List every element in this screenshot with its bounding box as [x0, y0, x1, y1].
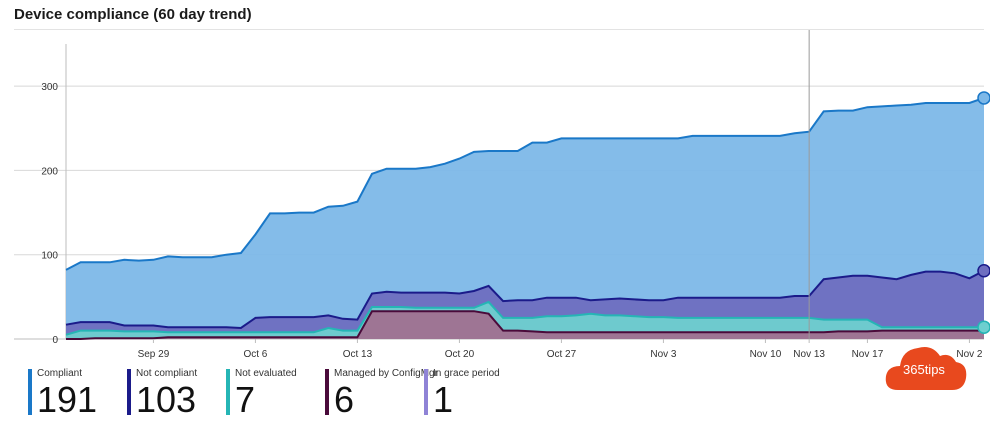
y-tick-label: 100	[41, 251, 58, 262]
legend-label: In grace period	[433, 368, 500, 379]
y-tick-label: 0	[52, 335, 58, 346]
series-line-compliant	[65, 96, 985, 271]
legend-item-in-grace-period[interactable]: In grace period 1	[424, 366, 523, 418]
x-tick-label: Nov 17	[852, 349, 884, 360]
legend-label: Not evaluated	[235, 368, 297, 379]
chart-areas	[65, 91, 990, 340]
x-tick-label: Oct 13	[343, 349, 373, 360]
legend-value: 6	[334, 379, 355, 420]
series-line-not-evaluated	[65, 300, 984, 336]
legend-item-managed-by-configmgr[interactable]: Managed by ConfigMgr 6	[325, 366, 438, 420]
y-tick-labels: 0 100 200 300	[41, 82, 58, 346]
series-end-marker	[977, 263, 990, 278]
legend-swatch	[424, 369, 428, 415]
legend-label: Compliant	[37, 368, 83, 379]
series-end-marker	[977, 320, 990, 334]
legend-item-not-evaluated[interactable]: Not evaluated 7	[226, 366, 325, 418]
legend-value: 7	[235, 379, 256, 420]
y-tick-label: 300	[41, 82, 58, 93]
legend-label: Not compliant	[136, 368, 198, 379]
logo-text: 365tips	[903, 362, 945, 377]
legend-item-not-compliant[interactable]: Not compliant 103	[127, 366, 226, 418]
x-tick-label: Nov 10	[750, 349, 782, 360]
legend-value: 103	[136, 379, 197, 420]
legend-value: 191	[37, 379, 98, 420]
series-line-not-compliant	[65, 269, 985, 330]
series-end-marker	[977, 91, 990, 105]
series-area-not-evaluated	[66, 301, 984, 339]
x-tick-label: Nov 2	[956, 349, 983, 360]
series-area-managed-by-configmgr	[66, 311, 984, 339]
series-line-managed-by-configmgr	[66, 310, 984, 340]
legend-swatch	[325, 369, 329, 415]
x-tick-label: Sep 29	[138, 349, 170, 360]
legend-swatch	[226, 369, 230, 415]
y-tick-label: 200	[41, 166, 58, 177]
x-tick-label: Nov 3	[650, 349, 677, 360]
legend-item-compliant[interactable]: Compliant 191	[28, 366, 127, 418]
title-divider	[14, 29, 984, 30]
legend-label: Managed by ConfigMgr	[334, 368, 438, 379]
x-tick-labels: Sep 29 Oct 6 Oct 13 Oct 20 Oct 27 Nov 3 Nov 10…	[138, 339, 983, 360]
legend-value: 1	[433, 379, 454, 420]
x-tick-label: Nov 13	[793, 349, 825, 360]
legend: Compliant 191 Not compliant 103 Not eval…	[28, 366, 523, 418]
series-area-compliant	[66, 97, 984, 340]
x-tick-label: Oct 6	[243, 349, 267, 360]
x-tick-label: Oct 20	[445, 349, 475, 360]
legend-swatch	[28, 369, 32, 415]
x-tick-label: Oct 27	[547, 349, 577, 360]
page-title: Device compliance (60 day trend)	[14, 6, 252, 23]
legend-swatch	[127, 369, 131, 415]
365tips-logo	[885, 347, 967, 390]
